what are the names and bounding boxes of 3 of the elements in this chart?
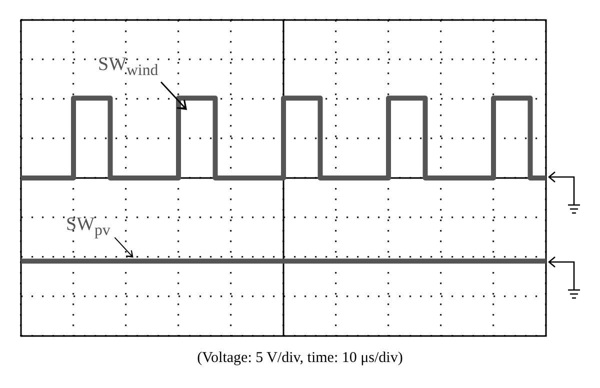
- text: (Voltage: 5 V/div, time: 10 μs/div): [196, 350, 404, 367]
- series-label: SW$_{pv}$: [66, 214, 110, 240]
- series-label: SW$_{wind}$: [98, 54, 158, 80]
